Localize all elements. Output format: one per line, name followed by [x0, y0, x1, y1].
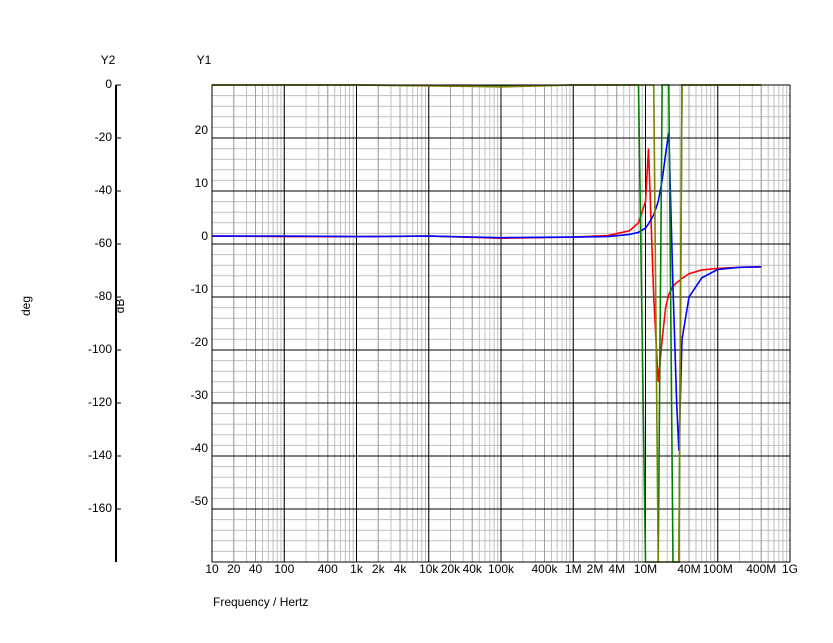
- y-axis-title: Y1: [197, 53, 212, 67]
- y-tick-label: -30: [191, 388, 209, 402]
- series-line: [212, 132, 762, 451]
- x-tick-label: 10M: [634, 562, 657, 576]
- x-tick-label: 2M: [587, 562, 604, 576]
- x-tick-label: 20: [227, 562, 241, 576]
- y2-tick-label: -160: [88, 501, 112, 515]
- y2-axis-title: Y2: [101, 53, 116, 67]
- y2-tick-label: -60: [95, 236, 113, 250]
- y2-tick-label: -140: [88, 448, 112, 462]
- plot-frame: [211, 84, 791, 563]
- y-tick-label: -20: [191, 335, 209, 349]
- x-tick-label: 400: [318, 562, 338, 576]
- y2-tick-label: -20: [95, 130, 113, 144]
- x-tick-label: 2k: [372, 562, 386, 576]
- x-tick-label: 100k: [488, 562, 515, 576]
- y-tick-label: 20: [195, 123, 209, 137]
- x-tick-label: 400M: [746, 562, 776, 576]
- x-tick-label: 20k: [441, 562, 461, 576]
- x-tick-label: 400k: [531, 562, 558, 576]
- y-tick-label: -10: [191, 282, 209, 296]
- y2-tick-label: 0: [105, 77, 112, 91]
- x-tick-label: 1M: [565, 562, 582, 576]
- x-tick-label: 40k: [463, 562, 483, 576]
- y-tick-label: -50: [191, 494, 209, 508]
- plot: [211, 84, 762, 563]
- y-tick-label: 10: [195, 176, 209, 190]
- x-tick-label: 10k: [419, 562, 439, 576]
- y2-tick-label: -120: [88, 395, 112, 409]
- y2-tick-label: -100: [88, 342, 112, 356]
- x-axis-label: Frequency / Hertz: [213, 595, 308, 609]
- x-tick-label: 40M: [677, 562, 700, 576]
- x-tick-label: 10: [205, 562, 219, 576]
- x-tick-label: 1k: [350, 562, 364, 576]
- y-tick-label: -40: [191, 441, 209, 455]
- y2-tick-label: -40: [95, 183, 113, 197]
- x-tick-label: 40: [249, 562, 263, 576]
- series-line: [212, 84, 762, 563]
- x-tick-label: 1G: [782, 562, 798, 576]
- x-tick-label: 100: [274, 562, 294, 576]
- x-tick-label: 100M: [703, 562, 733, 576]
- y2-tick-label: -80: [95, 289, 113, 303]
- grid: [211, 84, 791, 563]
- x-tick-label: 4M: [608, 562, 625, 576]
- x-tick-label: 4k: [394, 562, 408, 576]
- y-tick-label: 0: [201, 229, 208, 243]
- y2-axis-label: deg: [19, 296, 33, 316]
